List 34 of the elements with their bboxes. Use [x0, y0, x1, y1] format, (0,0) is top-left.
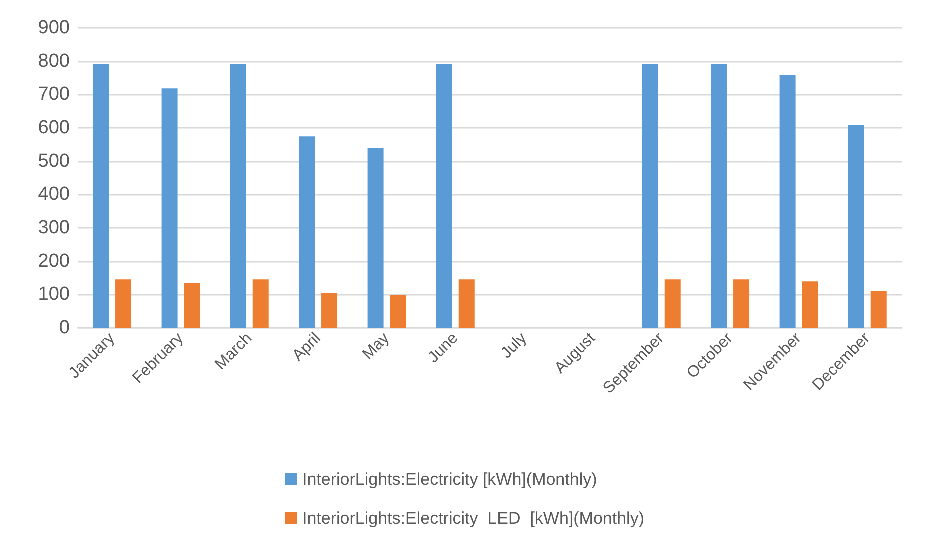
bar — [116, 280, 132, 328]
bar — [390, 295, 406, 328]
bar — [870, 291, 887, 328]
x-tick-label: May — [360, 330, 394, 364]
y-tick-label: 100 — [38, 284, 70, 306]
x-tick-label: July — [498, 330, 530, 362]
y-tick-label: 700 — [38, 84, 70, 106]
bar — [93, 64, 110, 328]
bar — [162, 88, 178, 328]
bar — [368, 148, 384, 328]
bar — [711, 64, 728, 328]
y-tick-label: 0 — [59, 318, 70, 338]
bar — [436, 64, 452, 328]
bar — [299, 136, 316, 328]
bar — [322, 293, 338, 328]
legend-label: InteriorLights:Electricity [kWh](Monthly) — [302, 470, 598, 489]
bar — [664, 280, 681, 328]
bar — [734, 280, 750, 328]
bar — [780, 75, 796, 328]
bar — [230, 64, 246, 328]
bar — [252, 280, 269, 328]
y-tick-label: 900 — [38, 18, 70, 38]
y-tick-label: 400 — [38, 184, 70, 206]
y-tick-label: 500 — [38, 150, 70, 172]
y-tick-label: 300 — [38, 218, 70, 238]
bar — [458, 280, 475, 328]
legend-label: InteriorLights:Electricity LED [kWh](Monthly) — [302, 509, 644, 528]
y-tick-label: 600 — [38, 118, 70, 138]
bar — [184, 283, 200, 328]
bar — [802, 282, 818, 328]
y-tick-label: 800 — [38, 50, 70, 72]
y-tick-label: 200 — [38, 250, 70, 272]
bar — [848, 125, 864, 328]
bar — [642, 64, 658, 328]
